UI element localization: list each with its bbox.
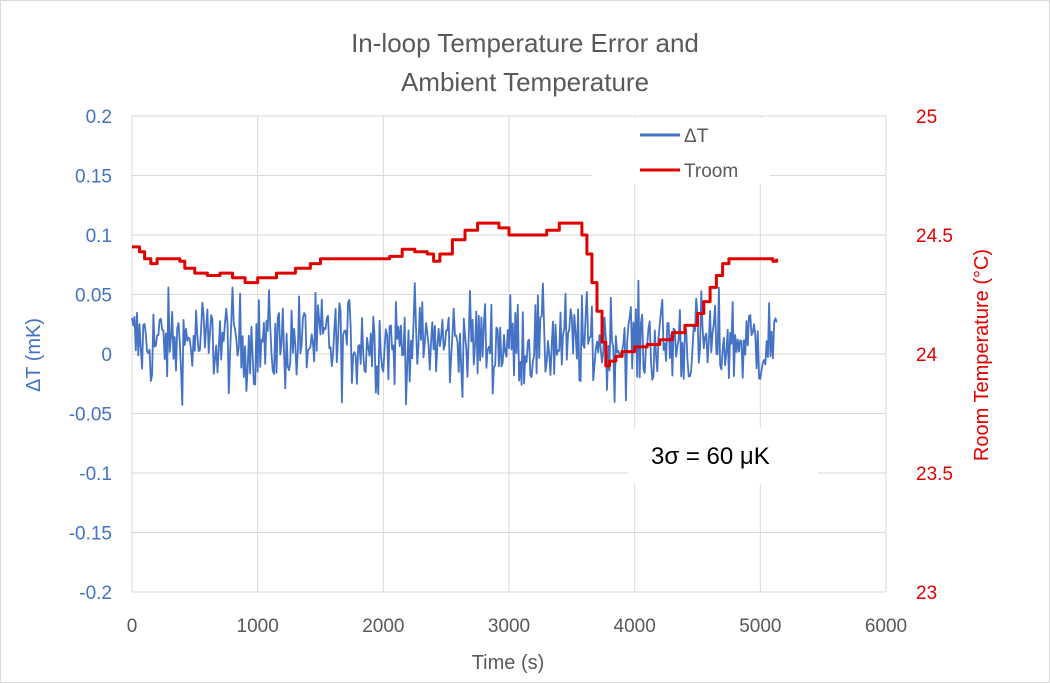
left-tick-label: -0.1 xyxy=(79,464,112,485)
left-axis-ticks: 0.2 0.15 0.1 0.05 0 -0.05 -0.1 -0.15 -0.2 xyxy=(69,107,112,604)
right-tick-label: 24.5 xyxy=(916,226,953,247)
right-tick-label: 24 xyxy=(916,345,938,366)
series-dT-group xyxy=(131,279,778,406)
x-tick-label: 5000 xyxy=(739,616,781,637)
legend-label-troom: Troom xyxy=(684,161,738,182)
left-tick-label: -0.15 xyxy=(69,524,112,545)
annotation-background xyxy=(628,428,818,484)
series-dT-line xyxy=(131,279,778,406)
annotation-box: 3σ = 60 μK xyxy=(628,428,818,484)
left-tick-label: 0.2 xyxy=(86,107,112,128)
x-axis-title: Time (s) xyxy=(472,652,545,674)
x-tick-label: 3000 xyxy=(488,616,530,637)
series-troom-group xyxy=(132,221,779,368)
x-tick-label: 6000 xyxy=(865,616,907,637)
left-tick-label: -0.2 xyxy=(79,583,112,604)
x-axis-ticks: 0 1000 2000 3000 4000 5000 6000 xyxy=(127,616,907,637)
x-tick-label: 0 xyxy=(127,616,138,637)
legend-label-dT: ΔT xyxy=(684,126,709,147)
legend-background xyxy=(592,118,770,184)
left-tick-label: 0.1 xyxy=(86,226,112,247)
left-tick-label: 0.05 xyxy=(75,286,112,307)
right-tick-label: 23 xyxy=(916,583,937,604)
x-tick-label: 2000 xyxy=(362,616,404,637)
left-tick-label: 0.15 xyxy=(75,167,112,188)
chart-title-line-1: In-loop Temperature Error and xyxy=(351,28,699,58)
right-tick-label: 23.5 xyxy=(916,464,953,485)
sigma-annotation: 3σ = 60 μK xyxy=(651,443,770,470)
left-tick-label: 0 xyxy=(101,345,112,366)
x-tick-label: 1000 xyxy=(237,616,279,637)
left-axis-title: ΔT (mK) xyxy=(23,318,45,392)
right-tick-label: 25 xyxy=(916,107,937,128)
x-tick-label: 4000 xyxy=(614,616,656,637)
right-axis-title: Room Temperature (°C) xyxy=(971,249,993,461)
chart-title-line-2: Ambient Temperature xyxy=(401,67,649,97)
series-troom-line xyxy=(132,221,779,368)
legend: ΔT Troom xyxy=(592,118,770,184)
right-axis-ticks: 25 24.5 24 23.5 23 xyxy=(916,107,953,604)
left-tick-label: -0.05 xyxy=(69,405,112,426)
